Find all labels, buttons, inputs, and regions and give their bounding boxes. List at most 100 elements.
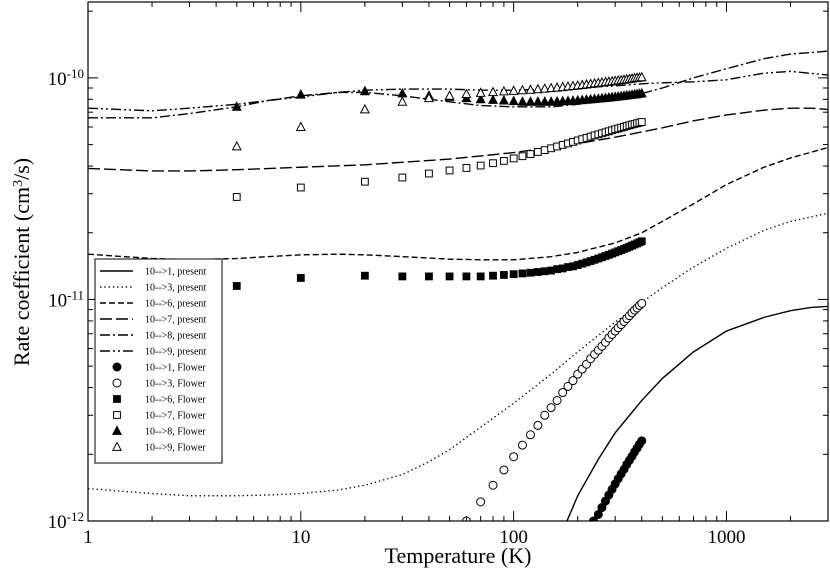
data-point [526,150,535,158]
legend-entry: 10-->6, Flower [113,395,206,406]
series-4 [88,107,828,172]
data-point [532,96,543,106]
data-point [231,101,242,111]
legend-label: 10-->9, present [145,347,206,358]
data-point [546,96,557,106]
plot-frame [87,1,829,522]
legend-entry: 10-->8, present [100,331,206,342]
data-point [232,193,241,201]
data-point [475,93,486,104]
legend-label: 10-->8, present [145,331,206,342]
legend-entry: 10-->7, Flower [113,411,206,422]
data-point [359,85,370,96]
data-point [509,270,518,279]
data-point [232,282,241,290]
data-point [445,166,454,175]
data-point [476,272,485,281]
y-axis-title: Rate coefficient (cm3/s) [9,158,34,366]
series-2 [88,212,828,497]
legend-label: 10-->8, Flower [145,427,206,438]
data-point [398,272,407,281]
series-5 [88,50,828,119]
data-point [636,71,647,82]
data-point [360,271,369,280]
legend-entry: 10-->1, Flower [112,362,206,374]
legend-marker-sample [112,362,122,372]
legend-entry: 10-->1, present [100,267,206,278]
data-point [296,183,305,192]
data-point [518,152,527,161]
data-point [488,480,498,490]
data-point [359,103,370,114]
data-point [546,403,556,413]
x-tick-label: 10 [291,527,310,548]
data-point [397,87,408,98]
legend: 10-->1, present 10-->3, present 10-->6, pr… [94,258,223,464]
series-11 [231,85,647,111]
series-layer [88,50,828,521]
series-line-4 [88,107,828,172]
data-point [509,154,518,163]
data-point [533,420,543,430]
legend-label: 10-->7, Flower [145,411,206,422]
data-point [525,96,536,106]
data-point [540,146,549,155]
data-point [475,87,486,97]
data-point [508,95,519,106]
data-point [499,465,509,475]
data-point [445,272,454,281]
data-point [637,298,647,308]
x-axis-title: Temperature (K) [385,543,532,568]
legend-label: 10-->7, present [145,315,206,326]
data-point [637,118,646,126]
data-point [231,140,242,151]
data-point [525,84,536,94]
data-point [397,96,408,106]
data-point [476,497,486,507]
series-line-5 [88,50,828,119]
series-7 [588,436,647,521]
data-point [552,395,562,405]
data-point [425,169,433,178]
series-line-2 [88,212,828,497]
legend-label: 10-->3, Flower [145,379,206,390]
series-6 [88,70,828,112]
data-point [488,94,499,104]
data-point [489,159,497,168]
data-point [462,272,471,281]
data-point [500,271,508,279]
data-point [488,86,499,97]
data-point [423,92,434,103]
legend-marker-sample [111,441,123,451]
data-point [398,173,407,182]
data-point [518,269,527,278]
data-point [637,436,647,446]
legend-marker-sample [113,395,121,403]
data-point [425,272,433,281]
legend-entry: 10-->3, Flower [112,378,206,390]
data-point [540,410,550,420]
data-point [476,161,485,170]
data-point [498,85,509,96]
data-point [568,376,578,386]
legend-entry: 10-->6, present [100,299,206,310]
data-point [296,274,305,282]
legend-label: 10-->6, Flower [145,395,206,406]
series-9 [232,237,646,290]
legend-marker-sample [111,425,123,435]
data-point [533,268,542,276]
data-point [517,440,527,450]
series-line-1 [566,305,828,521]
data-point [539,96,550,106]
data-point [636,87,647,98]
data-point [593,509,603,519]
data-point [500,156,508,165]
data-point [489,271,497,280]
data-point [444,90,455,100]
y-tick-label: 10-12 [48,509,84,534]
data-point [461,88,472,98]
data-point [498,94,509,105]
legend-entry: 10-->9, Flower [111,441,206,454]
data-point [526,268,535,277]
